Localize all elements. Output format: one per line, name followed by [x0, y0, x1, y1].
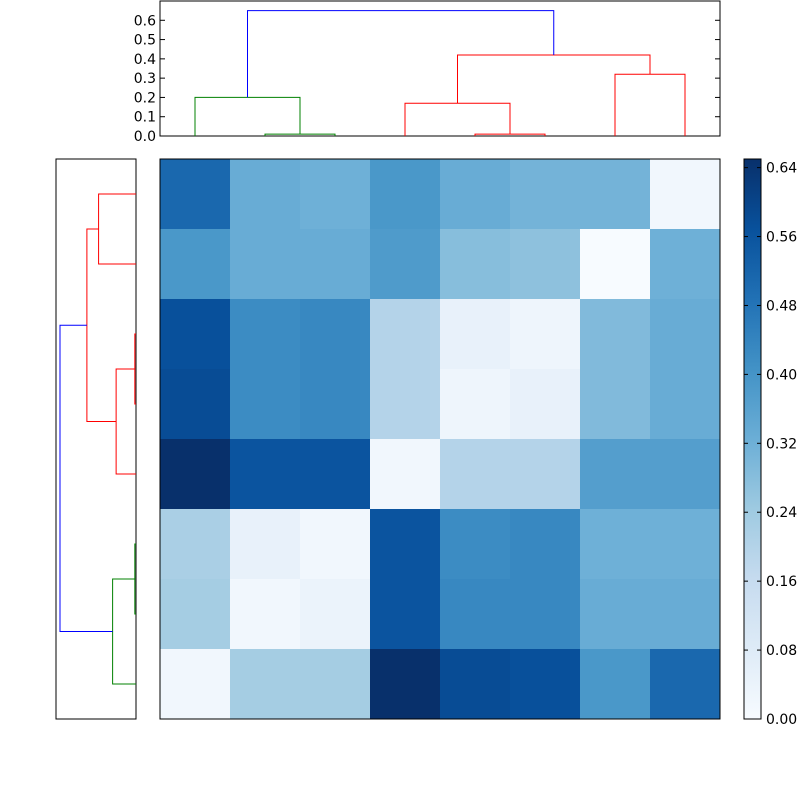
top-dendrogram-tick-label: 0.0	[134, 129, 156, 145]
colorbar-tick-label: 0.24	[766, 505, 797, 521]
heatmap-cell	[370, 509, 441, 580]
heatmap-cell	[440, 439, 511, 510]
heatmap-cell	[580, 299, 651, 370]
heatmap-cell	[230, 579, 301, 650]
colorbar: 0.00 0.08 0.16 0.24 0.32 0.40 0.48 0.56 0.64	[743, 158, 797, 728]
heatmap-cell	[160, 369, 231, 440]
heatmap-cell	[160, 579, 231, 650]
heatmap-matrix	[159, 158, 721, 720]
left-dendrogram-frame	[55, 158, 137, 720]
heatmap-cell	[440, 649, 511, 720]
top-dendrogram-tick-label: 0.6	[134, 13, 156, 29]
heatmap-cell	[370, 299, 441, 370]
colorbar-tick-label: 0.64	[766, 161, 797, 177]
left-dendrogram	[55, 158, 137, 720]
heatmap-cell	[230, 159, 301, 230]
heatmap-cell	[510, 299, 581, 370]
heatmap-cell	[650, 229, 721, 300]
heatmap-cell	[510, 159, 581, 230]
heatmap-cell	[510, 579, 581, 650]
heatmap-cell	[580, 579, 651, 650]
top-dendrogram: 0.0 0.1 0.2 0.3 0.4 0.5 0.6	[134, 0, 721, 145]
heatmap-cell	[230, 299, 301, 370]
heatmap-cell	[510, 369, 581, 440]
heatmap-cell	[230, 229, 301, 300]
heatmap-cell	[440, 369, 511, 440]
heatmap-cell	[370, 579, 441, 650]
heatmap-cell	[300, 229, 371, 300]
heatmap-cell	[510, 509, 581, 580]
heatmap-frame	[159, 158, 721, 720]
heatmap-cell	[300, 159, 371, 230]
heatmap-cell	[580, 159, 651, 230]
heatmap-cell	[300, 649, 371, 720]
colorbar-tick-label: 0.40	[766, 367, 797, 383]
colorbar-gradient	[743, 158, 762, 720]
top-dendrogram-tick-label: 0.1	[134, 110, 156, 126]
left-dendrogram-link	[134, 543, 136, 615]
heatmap-cell	[370, 649, 441, 720]
heatmap-cell	[650, 579, 721, 650]
colorbar-tick-label: 0.08	[766, 643, 797, 659]
top-dendrogram-tick-label: 0.5	[134, 33, 156, 49]
heatmap-cell	[370, 159, 441, 230]
heatmap-cell	[160, 229, 231, 300]
heatmap-cell	[650, 369, 721, 440]
heatmap-cell	[580, 229, 651, 300]
heatmap-cell	[300, 509, 371, 580]
colorbar-tick-label: 0.56	[766, 230, 797, 246]
heatmap-cell	[230, 369, 301, 440]
heatmap-cell	[440, 159, 511, 230]
heatmap-cell	[650, 509, 721, 580]
heatmap-cell	[510, 229, 581, 300]
heatmap-cell	[160, 159, 231, 230]
heatmap-cell	[510, 649, 581, 720]
heatmap-cell	[650, 299, 721, 370]
heatmap-cell	[160, 439, 231, 510]
heatmap-cell	[160, 299, 231, 370]
top-dendrogram-link	[194, 96, 301, 136]
heatmap-cell	[440, 229, 511, 300]
heatmap-cell	[300, 579, 371, 650]
heatmap-cell	[440, 299, 511, 370]
heatmap-cell	[650, 439, 721, 510]
heatmap-cell	[370, 369, 441, 440]
heatmap-cell	[160, 649, 231, 720]
left-dendrogram-link	[134, 333, 136, 405]
top-dendrogram-tick-label: 0.3	[134, 71, 156, 87]
top-dendrogram-tick-label: 0.2	[134, 90, 156, 106]
heatmap-cell	[230, 509, 301, 580]
heatmap-cell	[300, 439, 371, 510]
top-dendrogram-tick-label: 0.4	[134, 52, 156, 68]
colorbar-tick-label: 0.32	[766, 436, 797, 452]
heatmap-cell	[650, 649, 721, 720]
heatmap-cell	[510, 439, 581, 510]
heatmap-cell	[440, 509, 511, 580]
heatmap-cell	[580, 509, 651, 580]
heatmap-cell	[440, 579, 511, 650]
heatmap-cell	[580, 439, 651, 510]
heatmap-cell	[230, 649, 301, 720]
heatmap-cell	[300, 369, 371, 440]
colorbar-tick-label: 0.16	[766, 574, 797, 590]
heatmap-cell	[230, 439, 301, 510]
colorbar-tick-label: 0.48	[766, 298, 797, 314]
left-dendrogram-link	[59, 324, 113, 632]
heatmap-cell	[580, 649, 651, 720]
top-dendrogram-link	[247, 10, 555, 98]
heatmap-cell	[580, 369, 651, 440]
heatmap-cell	[370, 229, 441, 300]
heatmap-cell	[650, 159, 721, 230]
heatmap-cell	[160, 509, 231, 580]
colorbar-tick-label: 0.00	[766, 712, 797, 728]
heatmap-cell	[300, 299, 371, 370]
top-dendrogram-frame	[159, 0, 721, 137]
heatmap-cell	[370, 439, 441, 510]
